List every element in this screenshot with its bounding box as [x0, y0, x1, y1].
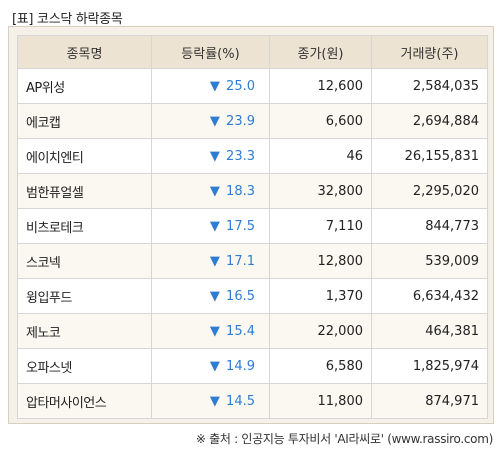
change-rate: ▼ 16.5 [151, 278, 270, 314]
change-value: 15.4 [226, 323, 255, 339]
trade-volume: 1,825,974 [371, 348, 488, 384]
closing-price: 7,110 [269, 208, 372, 244]
trade-volume: 539,009 [371, 243, 488, 279]
change-value: 17.1 [226, 253, 255, 269]
table-row: 범한퓨얼셀 ▼ 18.3 32,800 2,295,020 [17, 173, 488, 209]
column-header-volume: 거래량(주) [371, 35, 488, 69]
change-value: 14.5 [226, 393, 255, 409]
table-row: 압타머사이언스 ▼ 14.5 11,800 874,971 [17, 383, 488, 419]
change-value: 25.0 [226, 78, 255, 94]
table-frame: 종목명 등락률(%) 종가(원) 거래량(주) AP위성 ▼ 25.0 12,600… [8, 26, 494, 424]
trade-volume: 2,295,020 [371, 173, 488, 209]
change-rate: ▼ 17.1 [151, 243, 270, 279]
down-arrow-icon: ▼ [209, 323, 220, 339]
stock-table: 종목명 등락률(%) 종가(원) 거래량(주) AP위성 ▼ 25.0 12,600… [17, 35, 488, 419]
change-rate: ▼ 14.9 [151, 348, 270, 384]
table-row: 비츠로테크 ▼ 17.5 7,110 844,773 [17, 208, 488, 244]
table-title: [표] 코스닥 하락종목 [12, 12, 123, 27]
stock-name: 윙입푸드 [17, 278, 152, 314]
closing-price: 6,600 [269, 103, 372, 139]
stock-name: 에코캡 [17, 103, 152, 139]
closing-price: 32,800 [269, 173, 372, 209]
change-rate: ▼ 23.9 [151, 103, 270, 139]
down-arrow-icon: ▼ [209, 288, 220, 304]
stock-name: AP위성 [17, 68, 152, 104]
change-rate: ▼ 25.0 [151, 68, 270, 104]
closing-price: 22,000 [269, 313, 372, 349]
stock-name: 범한퓨얼셀 [17, 173, 152, 209]
change-value: 23.9 [226, 113, 255, 129]
trade-volume: 6,634,432 [371, 278, 488, 314]
trade-volume: 2,694,884 [371, 103, 488, 139]
change-value: 18.3 [226, 183, 255, 199]
column-header-change: 등락률(%) [151, 35, 270, 69]
table-row: 에이치엔티 ▼ 23.3 46 26,155,831 [17, 138, 488, 174]
change-rate: ▼ 15.4 [151, 313, 270, 349]
table-row: 윙입푸드 ▼ 16.5 1,370 6,634,432 [17, 278, 488, 314]
closing-price: 6,580 [269, 348, 372, 384]
closing-price: 11,800 [269, 383, 372, 419]
table-row: 에코캡 ▼ 23.9 6,600 2,694,884 [17, 103, 488, 139]
stock-name: 오파스넷 [17, 348, 152, 384]
down-arrow-icon: ▼ [209, 78, 220, 94]
down-arrow-icon: ▼ [209, 253, 220, 269]
closing-price: 46 [269, 138, 372, 174]
column-header-price: 종가(원) [269, 35, 372, 69]
down-arrow-icon: ▼ [209, 113, 220, 129]
table-row: AP위성 ▼ 25.0 12,600 2,584,035 [17, 68, 488, 104]
change-value: 16.5 [226, 288, 255, 304]
down-arrow-icon: ▼ [209, 148, 220, 164]
trade-volume: 874,971 [371, 383, 488, 419]
down-arrow-icon: ▼ [209, 393, 220, 409]
closing-price: 1,370 [269, 278, 372, 314]
closing-price: 12,600 [269, 68, 372, 104]
source-note: ※ 출처 : 인공지능 투자비서 'AI라씨로' (www.rassiro.co… [195, 432, 493, 446]
change-value: 14.9 [226, 358, 255, 374]
down-arrow-icon: ▼ [209, 218, 220, 234]
change-value: 23.3 [226, 148, 255, 164]
table-row: 오파스넷 ▼ 14.9 6,580 1,825,974 [17, 348, 488, 384]
change-value: 17.5 [226, 218, 255, 234]
change-rate: ▼ 23.3 [151, 138, 270, 174]
stock-name: 제노코 [17, 313, 152, 349]
down-arrow-icon: ▼ [209, 358, 220, 374]
change-rate: ▼ 18.3 [151, 173, 270, 209]
stock-name: 비츠로테크 [17, 208, 152, 244]
closing-price: 12,800 [269, 243, 372, 279]
down-arrow-icon: ▼ [209, 183, 220, 199]
change-rate: ▼ 17.5 [151, 208, 270, 244]
header-row: 종목명 등락률(%) 종가(원) 거래량(주) [17, 35, 488, 69]
table-row: 제노코 ▼ 15.4 22,000 464,381 [17, 313, 488, 349]
stock-name: 에이치엔티 [17, 138, 152, 174]
trade-volume: 464,381 [371, 313, 488, 349]
column-header-name: 종목명 [17, 35, 152, 69]
trade-volume: 26,155,831 [371, 138, 488, 174]
table-row: 스코넥 ▼ 17.1 12,800 539,009 [17, 243, 488, 279]
trade-volume: 2,584,035 [371, 68, 488, 104]
trade-volume: 844,773 [371, 208, 488, 244]
stock-name: 압타머사이언스 [17, 383, 152, 419]
change-rate: ▼ 14.5 [151, 383, 270, 419]
stock-name: 스코넥 [17, 243, 152, 279]
